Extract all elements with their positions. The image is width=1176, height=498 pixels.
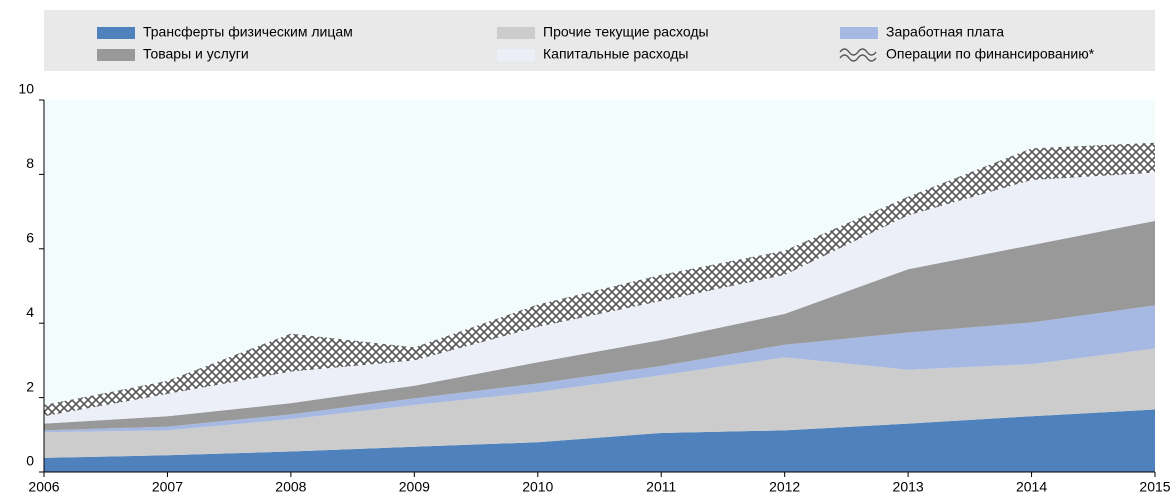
y-tick-label: 2 — [26, 378, 34, 394]
legend-swatch — [97, 49, 135, 61]
y-tick-label: 10 — [18, 81, 34, 97]
legend-swatch — [839, 48, 877, 62]
area — [44, 142, 1155, 417]
y-tick-label: 8 — [26, 155, 34, 171]
legend-label: Заработная плата — [886, 24, 1004, 40]
area — [44, 172, 1155, 424]
area — [44, 220, 1155, 431]
x-tick-label: 2013 — [893, 479, 924, 495]
x-tick-label: 2010 — [522, 479, 553, 495]
legend-swatch — [840, 27, 878, 39]
legend-swatch — [497, 27, 535, 39]
x-tick-label: 2011 — [646, 479, 676, 495]
legend-label: Капитальные расходы — [543, 46, 688, 62]
area — [44, 409, 1155, 472]
legend-background — [44, 10, 1155, 71]
x-tick-label: 2015 — [1139, 479, 1170, 495]
y-tick-label: 0 — [26, 453, 34, 469]
x-tick-label: 2009 — [399, 479, 430, 495]
x-tick-label: 2014 — [1016, 479, 1047, 495]
y-tick-label: 6 — [26, 230, 34, 246]
area — [44, 348, 1155, 458]
legend-swatch — [497, 49, 535, 61]
legend-label: Трансферты физическим лицам — [143, 24, 353, 40]
area — [44, 305, 1155, 433]
legend-label: Прочие текущие расходы — [543, 24, 709, 40]
legend-label: Товары и услуги — [143, 46, 249, 62]
legend-label: Операции по финансированию* — [886, 46, 1095, 62]
x-tick-label: 2006 — [28, 479, 59, 495]
x-tick-label: 2012 — [769, 479, 800, 495]
x-tick-label: 2008 — [275, 479, 306, 495]
y-tick-label: 4 — [26, 304, 34, 320]
legend-swatch — [97, 27, 135, 39]
x-tick-label: 2007 — [152, 479, 183, 495]
